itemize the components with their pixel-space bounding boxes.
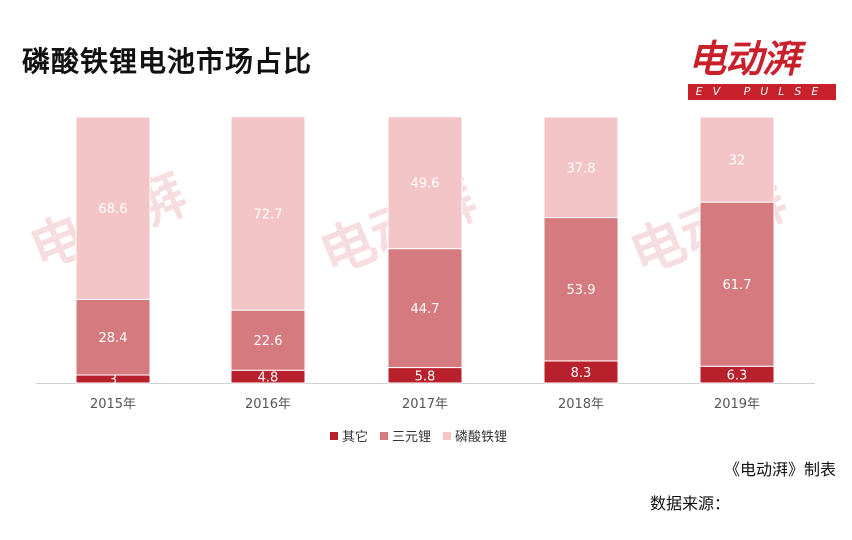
data-label-2-0: 68.6 — [99, 202, 128, 217]
credit-text: 《电动湃》制表 — [723, 460, 836, 479]
legend-item-ternary: 三元锂 — [380, 426, 431, 445]
data-label-1-2: 44.7 — [411, 302, 440, 317]
data-label-2-2: 49.6 — [411, 177, 440, 192]
x-tick-label-1: 2016年 — [245, 397, 291, 412]
data-label-1-3: 53.9 — [567, 283, 596, 298]
legend-item-other: 其它 — [330, 426, 368, 445]
data-label-0-1: 4.8 — [258, 371, 279, 386]
x-tick-label-3: 2018年 — [558, 397, 604, 412]
legend-swatch-lfp — [443, 431, 452, 440]
legend-item-lfp: 磷酸铁锂 — [443, 426, 507, 445]
legend-label-ternary: 三元锂 — [392, 430, 432, 445]
data-label-1-0: 28.4 — [99, 331, 128, 346]
legend-label-lfp: 磷酸铁锂 — [455, 430, 508, 445]
stacked-bar-chart: 电动湃电动湃电动湃328.468.62015年4.822.672.72016年5… — [21, 116, 815, 412]
data-label-2-3: 37.8 — [567, 161, 596, 176]
legend-swatch-ternary — [380, 431, 389, 440]
x-tick-label-2: 2017年 — [402, 397, 448, 412]
bar-segment-2-2 — [387, 116, 463, 250]
data-label-0-2: 5.8 — [415, 369, 436, 384]
data-label-1-4: 61.7 — [723, 278, 752, 293]
bar-segment-1-2 — [387, 248, 463, 369]
data-label-0-4: 6.3 — [727, 369, 748, 384]
bar-segment-1-1 — [230, 309, 306, 371]
x-tick-label-0: 2015年 — [90, 397, 136, 412]
data-label-2-1: 72.7 — [254, 207, 283, 222]
logo-text: 电动湃 — [688, 37, 800, 81]
bar-segment-2-4 — [699, 116, 775, 203]
bar-segment-2-1 — [230, 116, 306, 311]
brand-logo: 电动湃 EV PULSE — [688, 6, 838, 102]
x-tick-label-4: 2019年 — [714, 397, 760, 412]
legend-label-other: 其它 — [342, 430, 369, 445]
data-label-1-1: 22.6 — [254, 334, 283, 349]
bar-segment-1-4 — [699, 201, 775, 367]
bar-segment-1-0 — [75, 298, 151, 376]
data-label-0-0: 3 — [109, 373, 117, 388]
legend: 其它 三元锂 磷酸铁锂 — [330, 426, 507, 445]
bar-segment-2-0 — [75, 116, 151, 300]
chart-title: 磷酸铁锂电池市场占比 — [22, 45, 313, 78]
data-label-2-4: 32 — [729, 154, 746, 169]
legend-swatch-other — [330, 431, 338, 440]
data-label-0-3: 8.3 — [571, 366, 592, 381]
logo-subtext: EV PULSE — [688, 84, 836, 100]
source-text: 数据来源： — [650, 494, 731, 513]
bar-segment-2-3 — [543, 116, 619, 219]
